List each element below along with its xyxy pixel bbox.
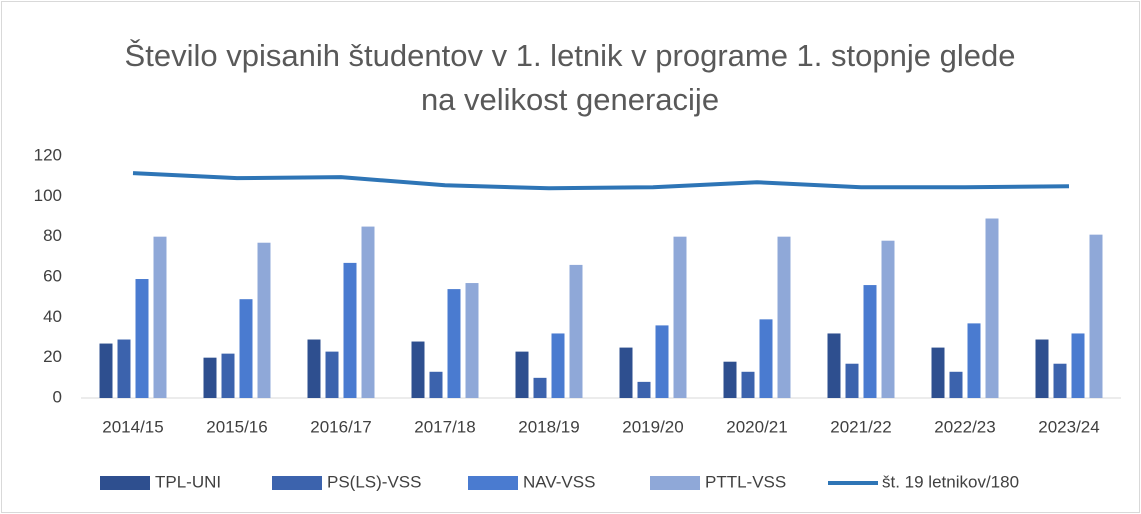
- legend-label: TPL-UNI: [155, 472, 221, 491]
- bar: [985, 218, 999, 398]
- bar: [239, 299, 253, 398]
- x-tick-label: 2020/21: [726, 417, 787, 436]
- bar: [135, 279, 149, 398]
- bar: [741, 371, 755, 398]
- bar: [99, 343, 113, 398]
- bar: [827, 333, 841, 398]
- bar: [863, 285, 877, 398]
- x-tick-label: 2022/23: [934, 417, 995, 436]
- bar: [569, 264, 583, 398]
- bar: [203, 357, 217, 398]
- x-tick-label: 2023/24: [1038, 417, 1099, 436]
- bar: [307, 339, 321, 398]
- bar: [881, 240, 895, 398]
- x-tick-label: 2017/18: [414, 417, 475, 436]
- x-tick-label: 2014/15: [102, 417, 163, 436]
- bar: [845, 363, 859, 398]
- bar: [1089, 234, 1103, 398]
- bar: [777, 236, 791, 398]
- bar: [465, 283, 479, 398]
- y-tick-label: 60: [43, 266, 62, 285]
- y-tick-label: 0: [53, 387, 62, 406]
- bar: [533, 377, 547, 398]
- legend-marker: [272, 476, 322, 490]
- bar: [655, 325, 669, 398]
- line-series: [132, 171, 1070, 191]
- bar: [515, 351, 529, 398]
- legend-marker: [650, 476, 700, 490]
- bar: [117, 339, 131, 398]
- bar: [759, 319, 773, 398]
- legend-marker: [468, 476, 518, 490]
- bar: [221, 353, 235, 398]
- y-tick-label: 20: [43, 347, 62, 366]
- bar: [551, 333, 565, 398]
- bar: [619, 347, 633, 398]
- legend-label: PS(LS)-VSS: [327, 472, 421, 491]
- bar: [257, 242, 271, 398]
- bar: [949, 371, 963, 398]
- bar: [411, 341, 425, 398]
- legend-label: št. 19 letnikov/180: [882, 472, 1019, 491]
- bar: [1071, 333, 1085, 398]
- legend-label: NAV-VSS: [523, 472, 595, 491]
- bar: [1053, 363, 1067, 398]
- bar: [343, 262, 357, 398]
- x-tick-label: 2018/19: [518, 417, 579, 436]
- bar: [637, 381, 651, 398]
- bar: [931, 347, 945, 398]
- bar: [723, 361, 737, 398]
- x-tick-label: 2016/17: [310, 417, 371, 436]
- y-tick-label: 120: [34, 145, 62, 164]
- y-tick-label: 100: [34, 186, 62, 205]
- legend-marker: [100, 476, 150, 490]
- chart-title: Število vpisanih študentov v 1. letnik v…: [124, 38, 1016, 117]
- legend-label: PTTL-VSS: [705, 472, 786, 491]
- x-tick-label: 2015/16: [206, 417, 267, 436]
- y-tick-label: 40: [43, 307, 62, 326]
- bar: [361, 226, 375, 398]
- bar: [1035, 339, 1049, 398]
- x-tick-label: 2021/22: [830, 417, 891, 436]
- bar: [325, 351, 339, 398]
- bar: [447, 289, 461, 398]
- x-tick-label: 2019/20: [622, 417, 683, 436]
- y-tick-label: 80: [43, 226, 62, 245]
- bar: [673, 236, 687, 398]
- bar: [153, 236, 167, 398]
- bar: [967, 323, 981, 398]
- bar: [429, 371, 443, 398]
